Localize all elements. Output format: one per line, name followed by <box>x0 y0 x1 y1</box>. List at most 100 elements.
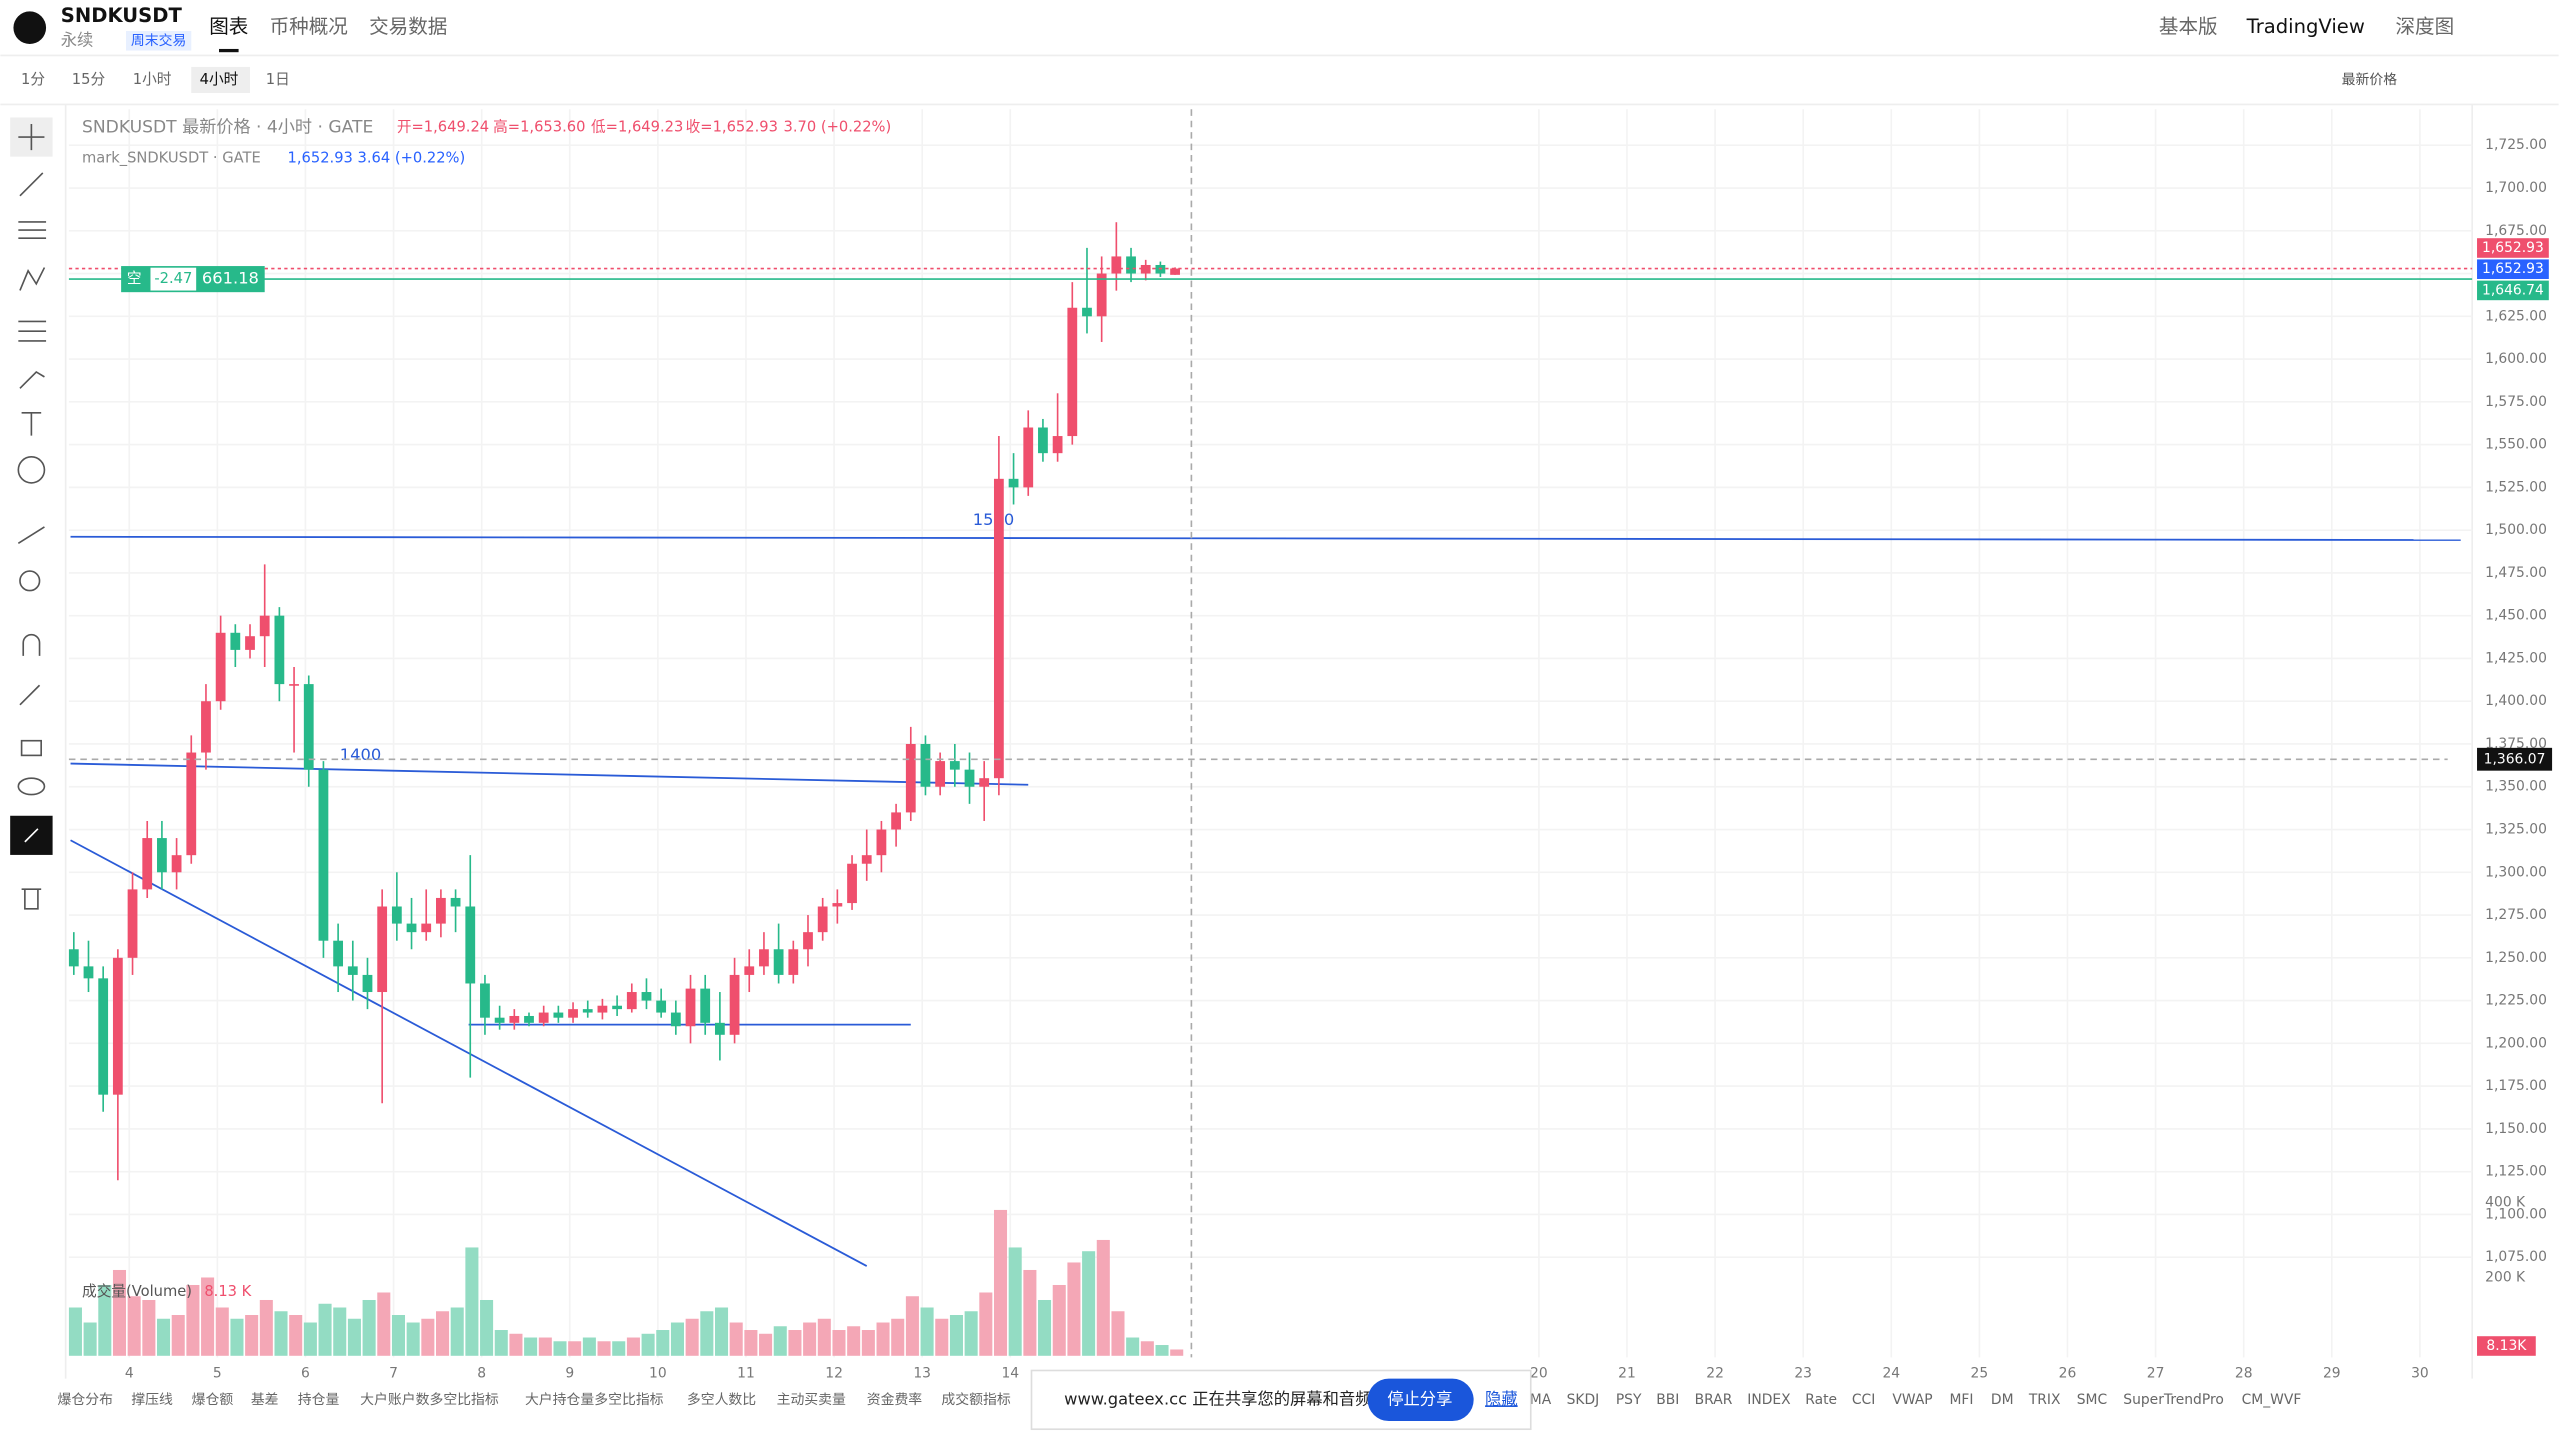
volume-last: 8.13 K <box>204 1283 251 1300</box>
volume-bar <box>98 1284 112 1356</box>
volume-bar <box>656 1330 670 1356</box>
volume-bar <box>406 1322 420 1356</box>
candle-body <box>289 684 299 686</box>
price-tag <box>2477 280 2549 301</box>
indicator-tab[interactable]: MFI <box>1949 1392 1973 1408</box>
volume-bar <box>391 1315 406 1356</box>
crosshair-tag <box>2477 747 2553 771</box>
mark-values: 1,652.93 3.64 (+0.22%) <box>288 149 466 166</box>
tab[interactable]: 图表 <box>209 15 248 38</box>
indicator-tab[interactable]: 大户持仓量多空比指标 <box>525 1391 664 1408</box>
volume-bar <box>553 1341 567 1356</box>
price-tag-label: 1,652.93 <box>2482 261 2544 277</box>
interval[interactable]: 1小时 <box>133 71 172 88</box>
price-type[interactable]: 最新价格 <box>2342 72 2398 88</box>
volume-last-tag <box>2477 1336 2536 1356</box>
indicator-tab[interactable]: 主动买卖量 <box>777 1392 846 1408</box>
trend-line <box>70 762 1029 786</box>
y-tick-label: 1,525.00 <box>2485 479 2547 495</box>
volume-bar <box>1155 1345 1169 1356</box>
indicator-tab[interactable]: TRIX <box>2028 1392 2061 1408</box>
candle-body <box>112 957 123 1095</box>
drawing-tools[interactable] <box>10 117 53 910</box>
x-tick-label: 5 <box>213 1366 222 1382</box>
tab[interactable]: 交易数据 <box>369 15 447 38</box>
indicator-tab[interactable]: SKDJ <box>1567 1392 1600 1408</box>
logo <box>13 11 47 45</box>
candle-body <box>1008 478 1019 488</box>
candle-body <box>68 949 79 967</box>
indicator-tab[interactable]: CM_WVF <box>2242 1392 2302 1408</box>
indicator-tab[interactable]: BBI <box>1656 1392 1679 1408</box>
x-tick-label: 29 <box>2323 1366 2341 1382</box>
indicator-tab[interactable]: 成交额指标 <box>941 1391 1010 1408</box>
interval[interactable]: 15分 <box>72 71 106 88</box>
candle-body <box>318 769 329 941</box>
volume-bar <box>450 1307 464 1356</box>
volume-tick-label: 200 K <box>2485 1269 2526 1285</box>
candle-body <box>949 761 960 770</box>
indicator-tab[interactable]: Rate <box>1805 1392 1837 1408</box>
x-tick-label: 6 <box>301 1366 310 1382</box>
candle-body <box>186 752 197 856</box>
x-tick-label: 25 <box>1971 1366 1989 1382</box>
y-tick-label: 1,125.00 <box>2485 1164 2547 1180</box>
indicator-tab[interactable]: MA <box>1530 1392 1552 1408</box>
indicator-tab[interactable]: 资金费率 <box>867 1391 923 1408</box>
volume-bar <box>685 1318 699 1356</box>
candle-body <box>171 855 182 873</box>
y-tick-label: 1,325.00 <box>2485 822 2547 838</box>
symbol[interactable]: SNDKUSDT <box>61 4 183 27</box>
indicator-tab[interactable]: SMC <box>2077 1392 2107 1408</box>
candle-body <box>891 812 901 830</box>
candle-body <box>714 1022 725 1035</box>
indicator-tab[interactable]: 持仓量 <box>298 1392 340 1408</box>
interval[interactable]: 4小时 <box>200 71 239 88</box>
x-tick-label: 26 <box>2059 1366 2077 1382</box>
candle-body <box>303 684 314 770</box>
y-tick-label: 1,225.00 <box>2485 993 2547 1009</box>
volume-bar <box>538 1337 552 1356</box>
indicator-tab[interactable]: 大户账户数多空比指标 <box>360 1391 499 1408</box>
tab[interactable]: 币种概况 <box>270 15 348 38</box>
x-tick-label: 30 <box>2411 1366 2429 1382</box>
indicator-tab[interactable]: PSY <box>1616 1392 1642 1408</box>
stop-share-label[interactable]: 停止分享 <box>1387 1389 1452 1408</box>
view-option[interactable]: 深度图 <box>2395 15 2454 38</box>
x-tick-label: 7 <box>389 1366 398 1382</box>
y-tick-label: 1,600.00 <box>2485 351 2547 367</box>
x-tick-label: 27 <box>2147 1366 2165 1382</box>
indicator-tab[interactable]: 基差 <box>251 1391 279 1408</box>
view-option[interactable]: 基本版 <box>2159 15 2218 38</box>
hide-link[interactable]: 隐藏 <box>1485 1389 1518 1408</box>
indicator-tab[interactable]: VWAP <box>1892 1392 1932 1408</box>
stop-share-button[interactable] <box>1367 1378 1474 1422</box>
volume-tick-label: 400 K <box>2485 1194 2526 1210</box>
interval[interactable]: 1日 <box>266 71 290 88</box>
trend-line <box>70 535 2461 541</box>
candle-body <box>568 1009 578 1018</box>
indicator-tab[interactable]: DM <box>1991 1392 2014 1408</box>
candle-body <box>993 478 1004 779</box>
y-tick-label: 1,675.00 <box>2485 223 2547 239</box>
indicator-tab[interactable]: 爆仓额 <box>192 1392 234 1408</box>
volume-bar <box>142 1299 156 1356</box>
indicator-tab[interactable]: 爆仓分布 <box>58 1392 114 1408</box>
view-option[interactable]: TradingView <box>2246 15 2365 38</box>
indicator-tab[interactable]: CCI <box>1852 1392 1875 1408</box>
indicator-tab[interactable]: INDEX <box>1747 1392 1791 1408</box>
indicator-tab[interactable]: SuperTrendPro <box>2123 1392 2224 1408</box>
candle-body <box>905 743 916 813</box>
volume-bar <box>905 1296 919 1356</box>
price-tag-label: 1,646.74 <box>2482 282 2544 298</box>
volume-bar <box>362 1299 376 1356</box>
indicator-tab[interactable]: 多空人数比 <box>687 1391 756 1408</box>
candle-body <box>1067 307 1078 437</box>
candle-body <box>729 974 740 1035</box>
interval[interactable]: 1分 <box>21 71 45 88</box>
candle-body <box>142 838 153 890</box>
indicator-tab[interactable]: 撑压线 <box>131 1392 173 1408</box>
x-tick-label: 9 <box>565 1366 574 1382</box>
indicator-tab[interactable]: BRAR <box>1695 1392 1733 1408</box>
volume-bar <box>1140 1341 1154 1356</box>
